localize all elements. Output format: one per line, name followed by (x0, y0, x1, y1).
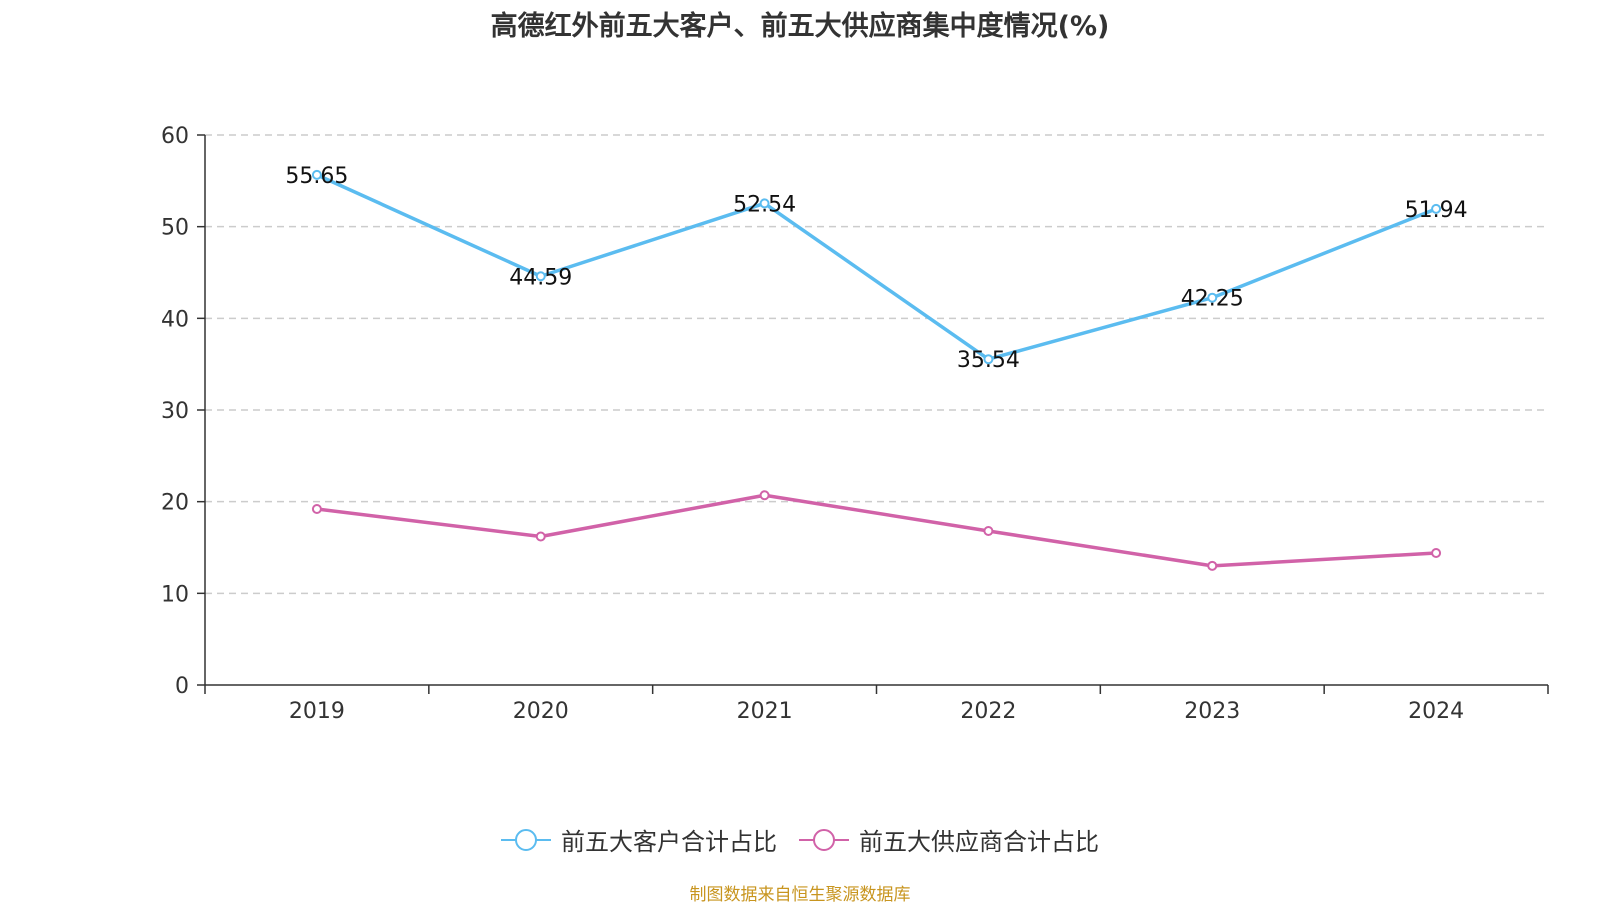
series-line-0 (316, 173, 1437, 361)
data-label: 35.54 (957, 348, 1020, 373)
data-label: 51.94 (1405, 198, 1468, 223)
x-tick-label: 2024 (1408, 699, 1464, 724)
data-label: 52.54 (733, 192, 796, 217)
data-point (1207, 292, 1218, 303)
data-point (1431, 548, 1442, 558)
legend-item-customers[interactable]: 前五大客户合计占比 (501, 822, 777, 857)
series-line-1 (316, 493, 1437, 568)
legend-label-customers: 前五大客户合计占比 (561, 828, 777, 856)
x-tick-label: 2020 (513, 699, 569, 724)
y-tick-label: 0 (175, 674, 189, 699)
series-lines (311, 169, 1442, 571)
data-point (1431, 203, 1442, 214)
legend-label-suppliers: 前五大供应商合计占比 (859, 828, 1099, 856)
data-point (759, 198, 770, 209)
legend-swatch-suppliers-icon (799, 828, 849, 851)
data-point (535, 271, 546, 282)
data-point (311, 504, 322, 514)
x-tick-label: 2021 (737, 699, 793, 724)
data-label: 55.65 (285, 164, 348, 189)
data-point (1207, 560, 1218, 571)
legend: 前五大客户合计占比 前五大供应商合计占比 (0, 822, 1600, 857)
x-tick-label: 2019 (289, 699, 345, 724)
y-tick-label: 50 (161, 216, 189, 241)
gridlines (205, 134, 1548, 595)
data-point (311, 169, 322, 180)
y-tick-label: 30 (161, 399, 189, 424)
source-note: 制图数据来自恒生聚源数据库 (689, 885, 911, 905)
legend-item-suppliers[interactable]: 前五大供应商合计占比 (799, 822, 1099, 857)
x-tick-label: 2023 (1184, 699, 1240, 724)
data-point (535, 531, 546, 542)
data-labels: 55.65 44.59 52.54 35.54 42.25 51.94 (285, 164, 1467, 373)
y-tick-label: 10 (161, 582, 189, 607)
data-label: 44.59 (509, 265, 572, 290)
data-label: 42.25 (1181, 287, 1244, 312)
y-tick-label: 20 (161, 491, 189, 516)
axes: 0 10 20 30 40 50 60 2019 2020 2021 2022 2023 2024 (161, 124, 1549, 724)
y-tick-label: 60 (161, 124, 189, 149)
x-tick-label: 2022 (960, 699, 1016, 724)
data-point (983, 526, 994, 536)
data-point (759, 490, 770, 501)
y-tick-label: 40 (161, 307, 189, 332)
legend-swatch-customers-icon (501, 828, 551, 851)
chart-title: 高德红外前五大客户、前五大供应商集中度情况(%) (490, 11, 1110, 42)
data-point (983, 354, 994, 365)
